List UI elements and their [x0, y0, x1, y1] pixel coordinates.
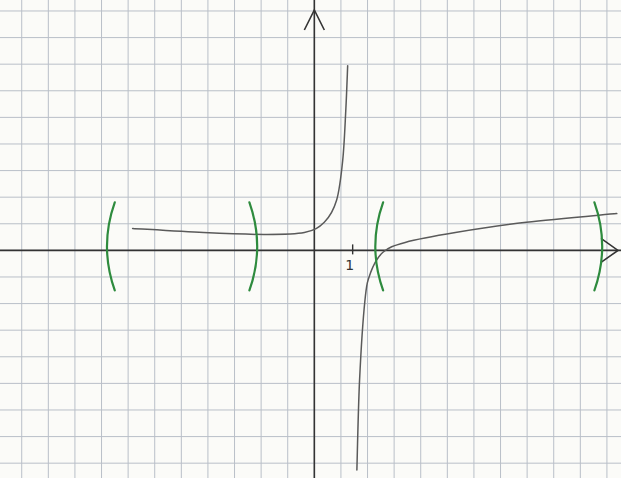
grid-line: [367, 0, 368, 478]
grid-line: [0, 409, 621, 410]
grid-line: [154, 0, 155, 478]
grid-line: [0, 463, 621, 464]
interval-open: [375, 202, 383, 290]
grid-line: [0, 143, 621, 144]
x-tick: [352, 244, 353, 254]
grid-line: [0, 303, 621, 304]
grid-line: [394, 0, 395, 478]
grid-line: [0, 170, 621, 171]
intervals: [107, 202, 602, 290]
y-arrow: [304, 10, 324, 30]
axes: 1: [0, 0, 621, 478]
grid-line: [0, 383, 621, 384]
grid-line: [580, 0, 581, 478]
grid-line: [234, 0, 235, 478]
grid-line: [0, 117, 621, 118]
plot-area: [107, 66, 617, 470]
x-axis: [0, 250, 621, 252]
x-arrow: [601, 238, 618, 262]
grid-line: [314, 0, 315, 478]
grid-line: [261, 0, 262, 478]
grid-line: [527, 0, 528, 478]
grid-line: [128, 0, 129, 478]
grid-line: [0, 276, 621, 277]
curve: [133, 66, 348, 235]
interval-close: [594, 202, 602, 290]
curve: [357, 214, 617, 470]
grid-line: [0, 330, 621, 331]
grid-line: [0, 356, 621, 357]
grid-line: [181, 0, 182, 478]
grid-line: [447, 0, 448, 478]
grid-line: [500, 0, 501, 478]
interval-open: [107, 202, 115, 290]
grid-line: [473, 0, 474, 478]
grid-line: [0, 197, 621, 198]
paper-grid: [0, 0, 621, 478]
interval-close: [249, 202, 257, 290]
grid-line: [340, 0, 341, 478]
grid-line: [0, 10, 621, 11]
x-tick-label: 1: [345, 257, 354, 273]
grid-line: [0, 223, 621, 224]
grid-line: [287, 0, 288, 478]
grid-line: [0, 90, 621, 91]
grid-line: [0, 436, 621, 437]
chart: 1: [0, 0, 621, 478]
grid-line: [48, 0, 49, 478]
grid-line: [21, 0, 22, 478]
grid-line: [0, 250, 621, 251]
y-axis: [314, 0, 316, 478]
grid-line: [606, 0, 607, 478]
grid-line: [0, 37, 621, 38]
grid-line: [101, 0, 102, 478]
grid-line: [0, 64, 621, 65]
grid-line: [553, 0, 554, 478]
grid-line: [207, 0, 208, 478]
grid-line: [74, 0, 75, 478]
